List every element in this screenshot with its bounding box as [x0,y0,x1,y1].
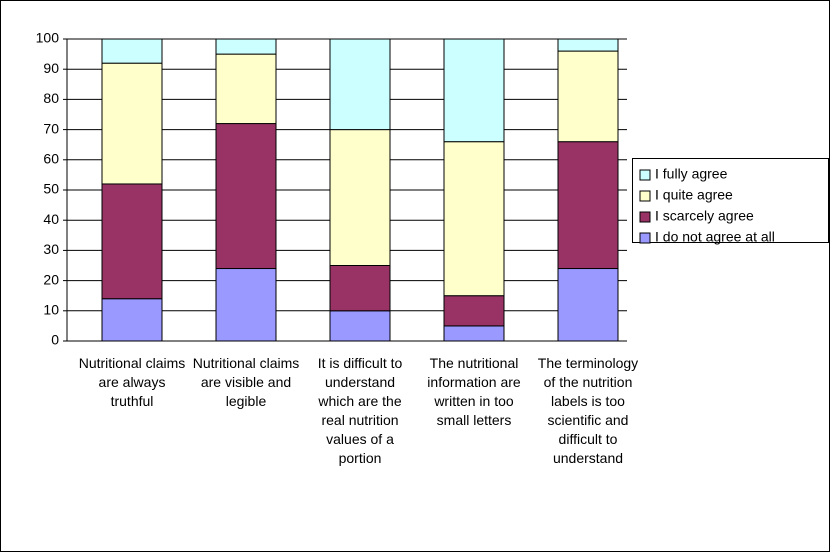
y-tick-label: 10 [43,302,59,318]
y-tick-label: 30 [43,241,59,257]
y-tick-label: 60 [43,151,59,167]
bar-segment [101,62,163,185]
legend-label: I quite agree [655,187,733,203]
x-tick-label: Nutritional claims are visible and legib… [192,355,300,409]
y-tick-label: 0 [51,332,59,348]
legend-swatch [639,211,651,223]
bar-segment [329,310,391,342]
bar-segment [443,141,505,297]
bar-segment [101,183,163,300]
bar-segment [557,50,619,143]
bar-segment [101,38,163,64]
y-tick-label: 50 [43,181,59,197]
bar-segment [329,38,391,131]
bar-segment [215,38,277,55]
y-tick-label: 80 [43,90,59,106]
legend-label: I fully agree [655,166,728,182]
legend-swatch [639,169,651,181]
x-tick-label: The terminology of the nutrition labels … [537,355,639,466]
bar-segment [557,141,619,270]
x-tick-label: It is difficult to understand which are … [317,355,403,466]
legend-swatch [639,190,651,202]
bar-segment [443,325,505,342]
y-tick-label: 40 [43,211,59,227]
x-tick-label: The nutritional information are written … [427,355,521,428]
legend-box [632,158,829,243]
bar-segment [557,38,619,52]
y-tick-label: 20 [43,271,59,287]
bar-segment [443,295,505,327]
legend-swatch [639,232,651,244]
bar-segment [215,53,277,125]
x-tick-label: Nutritional claims are always truthful [78,355,186,409]
bar-segment [329,129,391,266]
bar-segment [215,123,277,270]
y-tick-label: 70 [43,120,59,136]
bar-segment [101,298,163,342]
legend-label: I do not agree at all [655,229,775,245]
y-tick-label: 90 [43,60,59,76]
bar-segment [557,268,619,342]
bar-segment [443,38,505,143]
legend-label: I scarcely agree [655,208,754,224]
bar-segment [329,265,391,312]
bar-segment [215,268,277,342]
y-tick-label: 100 [36,30,60,46]
